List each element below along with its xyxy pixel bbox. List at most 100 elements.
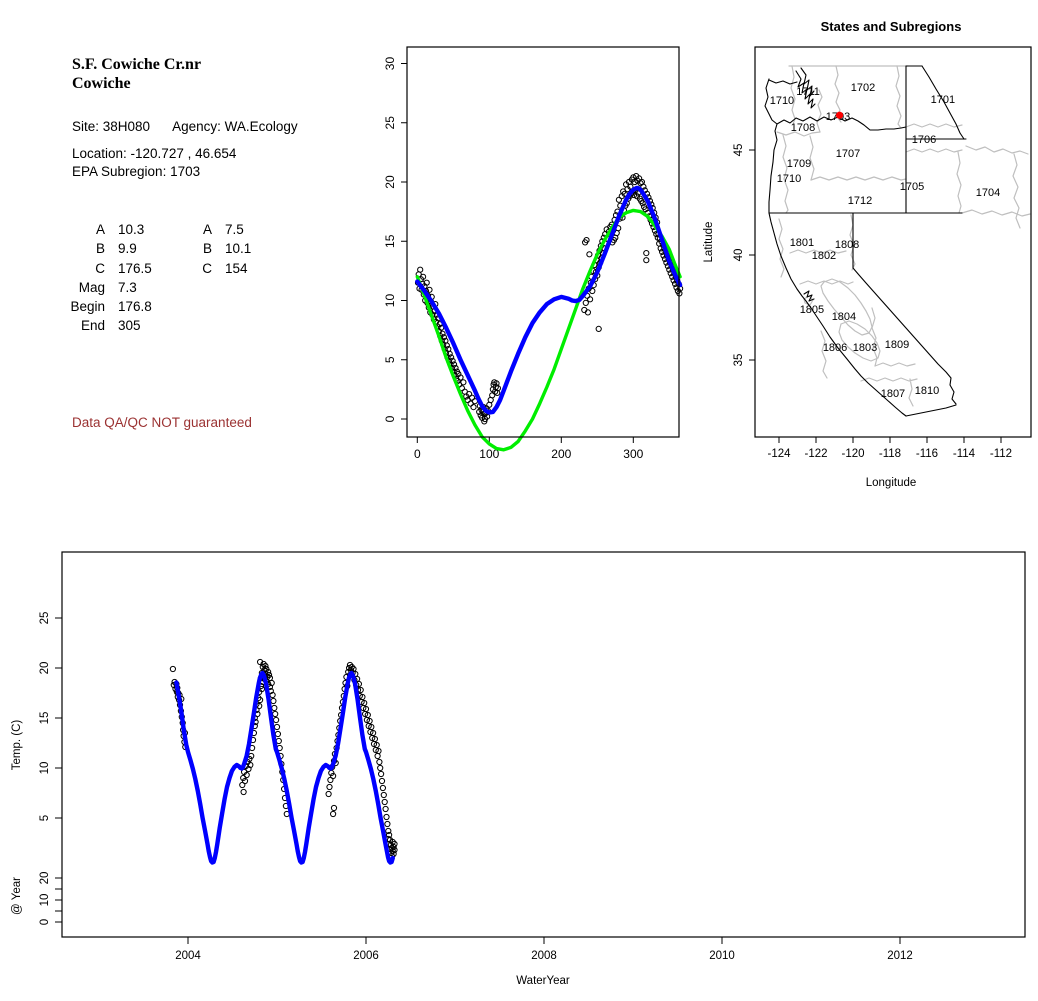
- puget-sound-coastline: [795, 70, 816, 109]
- subregion-boundary: [838, 320, 881, 362]
- subregion-boundary: [789, 249, 847, 254]
- svg-text:-114: -114: [953, 448, 976, 460]
- subregion-boundary: [782, 134, 789, 214]
- subregion-label-1808: 1808: [835, 239, 859, 251]
- subregion-label-1804: 1804: [832, 311, 856, 323]
- parameter-label: A: [95, 222, 105, 237]
- parameter-value: 10.1: [225, 241, 252, 257]
- svg-text:10: 10: [39, 894, 51, 907]
- parameter-label: Mag: [78, 279, 105, 295]
- svg-text:-116: -116: [916, 448, 938, 460]
- subregion-label-1801: 1801: [790, 237, 814, 249]
- subregion-boundary: [810, 176, 907, 181]
- svg-text:2012: 2012: [887, 950, 913, 962]
- subregion-label-1802: 1802: [812, 250, 836, 262]
- parameter-value: 305: [118, 318, 141, 334]
- fit-parameters-table-1: A 10.3 B 9.9 C 176.5 Mag 7.3 Begin 176.8 End 305: [39, 222, 152, 338]
- parameter-row: Begin 176.8: [39, 299, 152, 318]
- timeseries-plot-frame: [61, 551, 1026, 938]
- svg-text:States and Subregions: States and Subregions: [821, 19, 962, 34]
- svg-text:20: 20: [39, 872, 51, 885]
- svg-text:40: 40: [733, 249, 745, 262]
- idaho-montana-border: [921, 65, 965, 140]
- parameter-label: C: [95, 260, 105, 276]
- subregion-label-1806: 1806: [823, 342, 847, 354]
- subregion-boundary: [871, 307, 916, 367]
- fit-parameters-table-2: A 7.5 B 10.1 C 154: [152, 222, 251, 280]
- map-axes: States and Subregions -124 -122 -120 -118 -11…: [703, 19, 1012, 489]
- parameter-label: C: [202, 260, 212, 276]
- subregion-label-1705: 1705: [900, 181, 924, 193]
- subregion-boundary: [961, 209, 1031, 217]
- svg-text:WaterYear: WaterYear: [516, 975, 570, 987]
- location-line: Location: -120.727 , 46.654: [72, 146, 237, 161]
- svg-text:5: 5: [383, 356, 397, 363]
- svg-text:-112: -112: [990, 448, 1012, 460]
- svg-text:35: 35: [733, 354, 745, 367]
- station-title-line1: S.F. Cowiche Cr.nr: [72, 56, 202, 73]
- subregion-label-1709: 1709: [787, 158, 811, 170]
- timeseries-data: [169, 658, 398, 865]
- parameter-row: B 10.1: [152, 241, 251, 260]
- parameter-value: 176.8: [118, 299, 152, 315]
- juan-de-fuca-strait: [768, 79, 798, 85]
- seasonal-plot-frame: [406, 46, 680, 438]
- parameter-row: End 305: [39, 318, 152, 337]
- svg-text:2010: 2010: [709, 950, 735, 962]
- subregion-label-1710: 1710: [777, 173, 801, 185]
- svg-text:100: 100: [479, 447, 499, 461]
- subregion-label-1803: 1803: [853, 342, 877, 354]
- subregion-label-1805: 1805: [800, 304, 824, 316]
- california-mexico-border: [905, 404, 957, 417]
- parameter-value: 7.3: [118, 279, 137, 295]
- parameter-row: B 9.9: [39, 241, 152, 260]
- subregion-label-1710: 1710: [770, 95, 794, 107]
- parameter-row: C 176.5: [39, 261, 152, 280]
- svg-text:15: 15: [383, 234, 397, 248]
- parameter-value: 176.5: [118, 260, 152, 276]
- svg-text:45: 45: [733, 144, 745, 157]
- svg-text:10: 10: [383, 294, 397, 308]
- station-title-line2: Cowiche: [72, 75, 131, 92]
- california-nevada-border: [852, 212, 957, 405]
- subregion-label-1712: 1712: [848, 195, 872, 207]
- seasonal-plot-data: [414, 173, 684, 452]
- subregion-label-1704: 1704: [976, 187, 1000, 199]
- svg-text:200: 200: [551, 447, 571, 461]
- svg-text:0: 0: [383, 415, 397, 422]
- svg-text:2008: 2008: [531, 950, 557, 962]
- site-agency-line: Site: 38H080 Agency: WA.Ecology: [72, 119, 298, 134]
- subregion-boundary: [1012, 153, 1021, 229]
- qa-warning-text: Data QA/QC NOT guaranteed: [72, 415, 252, 430]
- subregion-boundary: [799, 280, 854, 285]
- subregion-label-1807: 1807: [881, 388, 905, 400]
- svg-text:30: 30: [383, 57, 397, 71]
- subregion-boundary: [895, 65, 902, 129]
- map-frame: [754, 46, 1032, 438]
- subregion-boundary: [778, 218, 785, 278]
- site-location-marker: [835, 111, 844, 119]
- parameter-value: 9.9: [118, 241, 137, 257]
- subregion-boundary: [776, 131, 821, 137]
- subregion-label-1702: 1702: [851, 82, 875, 94]
- svg-text:300: 300: [623, 447, 643, 461]
- epa-subregion-line: EPA Subregion: 1703: [72, 164, 201, 179]
- svg-text:2004: 2004: [175, 950, 201, 962]
- svg-text:Temp. (C): Temp. (C): [11, 720, 23, 771]
- subregion-boundary: [965, 145, 1029, 155]
- svg-text:5: 5: [39, 815, 51, 821]
- parameter-row: A 7.5: [152, 222, 251, 241]
- subregion-label-1810: 1810: [915, 385, 939, 397]
- svg-text:10: 10: [39, 762, 51, 775]
- map-subregion-labels: 1711170217011710170317081706170717091710…: [770, 82, 1001, 400]
- svg-text:-118: -118: [879, 448, 901, 460]
- parameter-label: Begin: [70, 299, 105, 315]
- agency-name: Agency: WA.Ecology: [172, 119, 298, 134]
- pacific-coastline: [764, 78, 907, 417]
- parameter-value: 10.3: [118, 222, 145, 237]
- svg-text:2006: 2006: [353, 950, 379, 962]
- subregion-label-1809: 1809: [885, 339, 909, 351]
- subregion-boundary: [860, 377, 918, 407]
- svg-text:25: 25: [39, 612, 51, 625]
